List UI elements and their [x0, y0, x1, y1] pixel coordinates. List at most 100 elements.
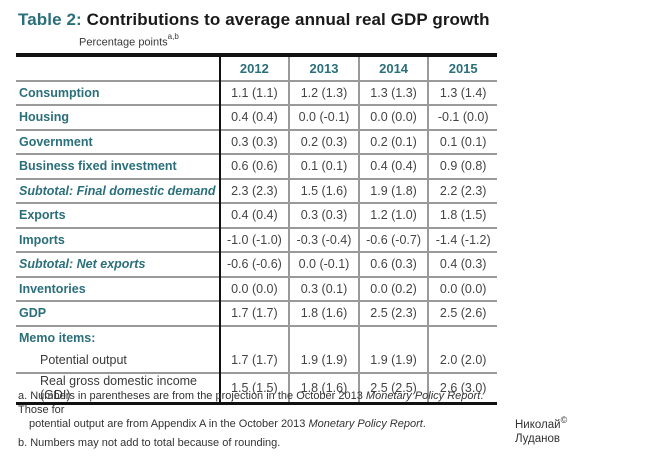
table-number-label: Table 2: [18, 10, 82, 29]
value-cell-2013: 1.8 (1.6) [289, 371, 360, 403]
value-cell-2014: -0.6 (-0.7) [358, 226, 430, 252]
table-title-text: Contributions to average annual real GDP… [86, 10, 490, 29]
gdp-contributions-table: 2012 2013 2014 2015 Consumption 1.1 (1.1)… [16, 53, 497, 405]
empty-cell [358, 324, 430, 349]
value-cell-2015: 2.5 (2.6) [428, 300, 497, 326]
row-label: Exports [16, 202, 221, 228]
value-cell-2013: -0.3 (-0.4) [289, 226, 360, 252]
row-label: Government [16, 128, 221, 154]
value-cell-2012: 1.7 (1.7) [219, 300, 291, 326]
units-label: Percentage points [79, 36, 168, 49]
footnote-a-report-title: Monetary Policy Report [365, 390, 481, 402]
empty-cell [219, 324, 291, 349]
empty-cell [428, 324, 497, 349]
footnote-b: b. Numbers may not add to total because … [18, 437, 281, 449]
value-cell-2014: 0.4 (0.4) [358, 153, 430, 179]
row-label: Housing [16, 104, 221, 130]
value-cell-2012: -1.0 (-1.0) [219, 226, 291, 252]
value-cell-2014: 0.0 (0.2) [358, 275, 430, 301]
column-header-2014: 2014 [358, 55, 430, 81]
value-cell-2013: 0.1 (0.1) [289, 153, 360, 179]
table-row: Housing 0.4 (0.4) 0.0 (-0.1) 0.0 (0.0) -0.1 … [16, 104, 497, 130]
value-cell-2015: 0.4 (0.3) [428, 251, 497, 277]
footnote-a-period: . [422, 418, 426, 430]
value-cell-2012: 1.5 (1.5) [219, 371, 291, 403]
value-cell-2012: 2.3 (2.3) [219, 177, 291, 203]
table-row: Imports -1.0 (-1.0) -0.3 (-0.4) -0.6 (-0.7)… [16, 226, 497, 252]
value-cell-2014: 1.2 (1.0) [358, 202, 430, 228]
value-cell-2012: 1.7 (1.7) [219, 349, 291, 373]
footnote-a-text: a. Numbers in parentheses are from the p… [18, 390, 366, 402]
value-cell-2012: 0.4 (0.4) [219, 202, 291, 228]
value-cell-2012: 0.3 (0.3) [219, 128, 291, 154]
memo-row-label: Potential output [16, 349, 221, 373]
column-header-2015: 2015 [448, 60, 478, 76]
row-label: Subtotal: Net exports [16, 251, 221, 277]
author-credit: Николай© Луданов [515, 413, 567, 446]
table-row: Business fixed investment 0.6 (0.6) 0.1 (0… [16, 153, 497, 179]
table-row: Subtotal: Net exports -0.6 (-0.6) 0.0 (-0.… [16, 251, 497, 277]
value-cell-2013: 0.3 (0.3) [289, 202, 360, 228]
table-row: GDP 1.7 (1.7) 1.8 (1.6) 2.5 (2.3) 2.5 (2.6) [16, 300, 497, 326]
table-row: Inventories 0.0 (0.0) 0.3 (0.1) 0.0 (0.2) 0.… [16, 275, 497, 301]
column-header-2012: 2012 [219, 55, 291, 81]
value-cell-2015: -1.4 (-1.2) [428, 226, 497, 252]
value-cell-2012: 1.1 (1.1) [219, 79, 291, 105]
memo-row: Potential output 1.7 (1.7) 1.9 (1.9) 1.9 (1… [16, 349, 497, 373]
value-cell-2014: 2.5 (2.3) [358, 300, 430, 326]
value-cell-2014: 0.0 (0.0) [358, 104, 430, 130]
memo-row: Real gross domestic income (GDI) 1.5 (1.5… [16, 371, 497, 403]
row-label: Inventories [16, 275, 221, 301]
value-cell-2015: 0.1 (0.1) [428, 128, 497, 154]
footnote-a-report-title-2: Monetary Policy Report [308, 418, 423, 430]
memo-items-label: Memo items: [16, 324, 221, 349]
credit-first-name: Николай [515, 418, 561, 431]
value-cell-2014: 2.5 (2.5) [358, 371, 430, 403]
value-cell-2014: 1.9 (1.9) [358, 349, 430, 373]
row-label: GDP [16, 300, 221, 326]
footnote-a: a. Numbers in parentheses are from the p… [18, 389, 498, 431]
value-cell-2012: 0.6 (0.6) [219, 153, 291, 179]
row-label: Consumption [16, 79, 221, 105]
value-cell-2015: 0.9 (0.8) [428, 153, 497, 179]
memo-row-label: Real gross domestic income (GDI) [16, 371, 221, 403]
value-cell-2013: 0.0 (-0.1) [289, 251, 360, 277]
footnotes: a. Numbers in parentheses are from the p… [18, 389, 498, 455]
value-cell-2014: 0.2 (0.1) [358, 128, 430, 154]
value-cell-2013: 1.9 (1.9) [289, 349, 360, 373]
table-row: Consumption 1.1 (1.1) 1.2 (1.3) 1.3 (1.3) 1.… [16, 79, 497, 105]
row-label: Imports [16, 226, 221, 252]
value-cell-2014: 1.3 (1.3) [358, 79, 430, 105]
table-row: Government 0.3 (0.3) 0.2 (0.3) 0.2 (0.1) 0.1… [16, 128, 497, 154]
value-cell-2015: 2.2 (2.3) [428, 177, 497, 203]
table-subtitle: Percentage pointsa,b [79, 32, 179, 49]
empty-cell [289, 324, 360, 349]
footnote-a-text-cont: . Those for [18, 390, 484, 416]
value-cell-2015: -0.1 (0.0) [428, 104, 497, 130]
table-title: Table 2: Contributions to average annual… [18, 10, 490, 30]
row-label: Subtotal: Final domestic demand [16, 177, 221, 203]
value-cell-2015: 2.0 (2.0) [439, 353, 487, 368]
footnote-reference: a,b [167, 32, 179, 41]
value-cell-2013: 1.2 (1.3) [289, 79, 360, 105]
value-cell-2012: 0.0 (0.0) [219, 275, 291, 301]
value-cell-2013: 0.3 (0.1) [289, 275, 360, 301]
value-cell-2012: 0.4 (0.4) [219, 104, 291, 130]
value-cell-2013: 0.2 (0.3) [289, 128, 360, 154]
value-cell-2012: -0.6 (-0.6) [219, 251, 291, 277]
credit-last-name: Луданов [515, 432, 561, 445]
column-header-2013: 2013 [289, 55, 360, 81]
footnote-a-line2: potential output are from Appendix A in … [29, 418, 309, 430]
table-row: Exports 0.4 (0.4) 0.3 (0.3) 1.2 (1.0) 1.8 (1… [16, 202, 497, 228]
row-label: Business fixed investment [16, 153, 221, 179]
value-cell-2013: 1.5 (1.6) [289, 177, 360, 203]
value-cell-2013: 1.8 (1.6) [289, 300, 360, 326]
value-cell-2015: 1.8 (1.5) [428, 202, 497, 228]
value-cell-2015: 2.6 (3.0) [428, 371, 497, 403]
table-row: Subtotal: Final domestic demand 2.3 (2.3)… [16, 177, 497, 203]
memo-header-row: Memo items: [16, 324, 497, 349]
value-cell-2013: 0.0 (-0.1) [289, 104, 360, 130]
value-cell-2014: 0.6 (0.3) [358, 251, 430, 277]
value-cell-2015: 1.3 (1.4) [428, 79, 497, 105]
header-row: 2012 2013 2014 2015 [16, 55, 497, 81]
